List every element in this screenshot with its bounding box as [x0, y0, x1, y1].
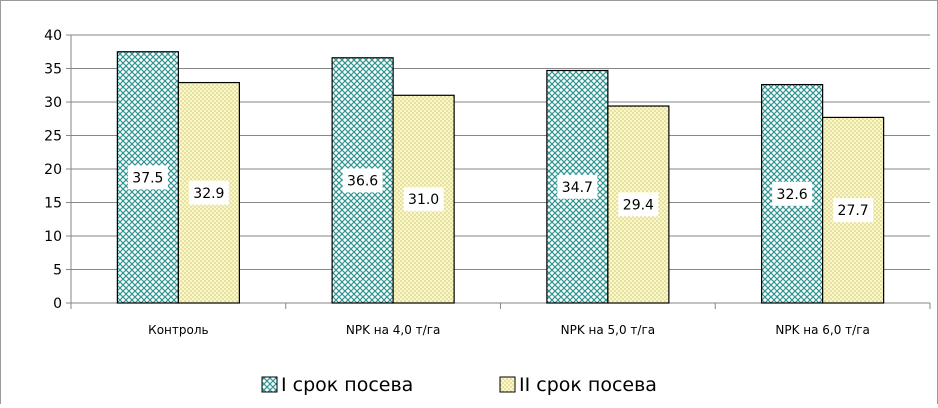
- y-tick-label: 35: [44, 62, 62, 78]
- data-label: 31.0: [408, 192, 439, 208]
- data-label-bg: [833, 198, 874, 223]
- axes: 0 5 10 15 20 25 30 35 40 Контроль NPK на 4,0 т/га N…: [44, 28, 931, 337]
- y-tick-label: 10: [44, 229, 62, 245]
- y-tick-label: 30: [44, 95, 62, 111]
- y-tick-label: 20: [44, 162, 62, 178]
- data-label-bg: [342, 168, 383, 193]
- y-tick-label: 15: [44, 196, 62, 212]
- data-label-bg: [618, 192, 659, 217]
- data-label: 32.6: [777, 187, 808, 203]
- legend-swatch-series1: [261, 376, 278, 393]
- data-label: 32.9: [193, 186, 224, 202]
- y-tick-label: 25: [44, 129, 62, 145]
- x-tick-label: NPK на 4,0 т/га: [346, 323, 441, 337]
- data-label-bg: [403, 187, 444, 212]
- x-tick-label: NPK на 5,0 т/га: [561, 323, 656, 337]
- data-label: 27.7: [838, 203, 869, 219]
- data-label-bg: [557, 174, 598, 199]
- data-label-bg: [127, 165, 168, 190]
- data-labels: 37.5 32.9 36.6 31.0 34.7 29.4 32.6 27.7: [127, 165, 874, 223]
- data-label: 37.5: [132, 170, 163, 186]
- data-label: 36.6: [347, 173, 378, 189]
- legend-swatch-series2: [499, 376, 516, 393]
- legend-label: II срок посева: [519, 374, 657, 396]
- data-label: 29.4: [623, 198, 654, 214]
- bar-series1: [546, 69, 609, 304]
- x-tick-label: NPK на 6,0 т/га: [775, 323, 870, 337]
- y-tick-label: 0: [53, 296, 62, 312]
- data-label-bg: [772, 181, 813, 206]
- x-tick-label: Контроль: [148, 323, 208, 337]
- data-label-bg: [188, 180, 229, 205]
- y-tick-label: 5: [53, 263, 62, 279]
- y-tick-label: 40: [44, 28, 62, 44]
- legend-label: I срок посева: [281, 374, 413, 396]
- data-label: 34.7: [562, 180, 593, 196]
- legend: I срок посева II срок посева: [261, 374, 657, 396]
